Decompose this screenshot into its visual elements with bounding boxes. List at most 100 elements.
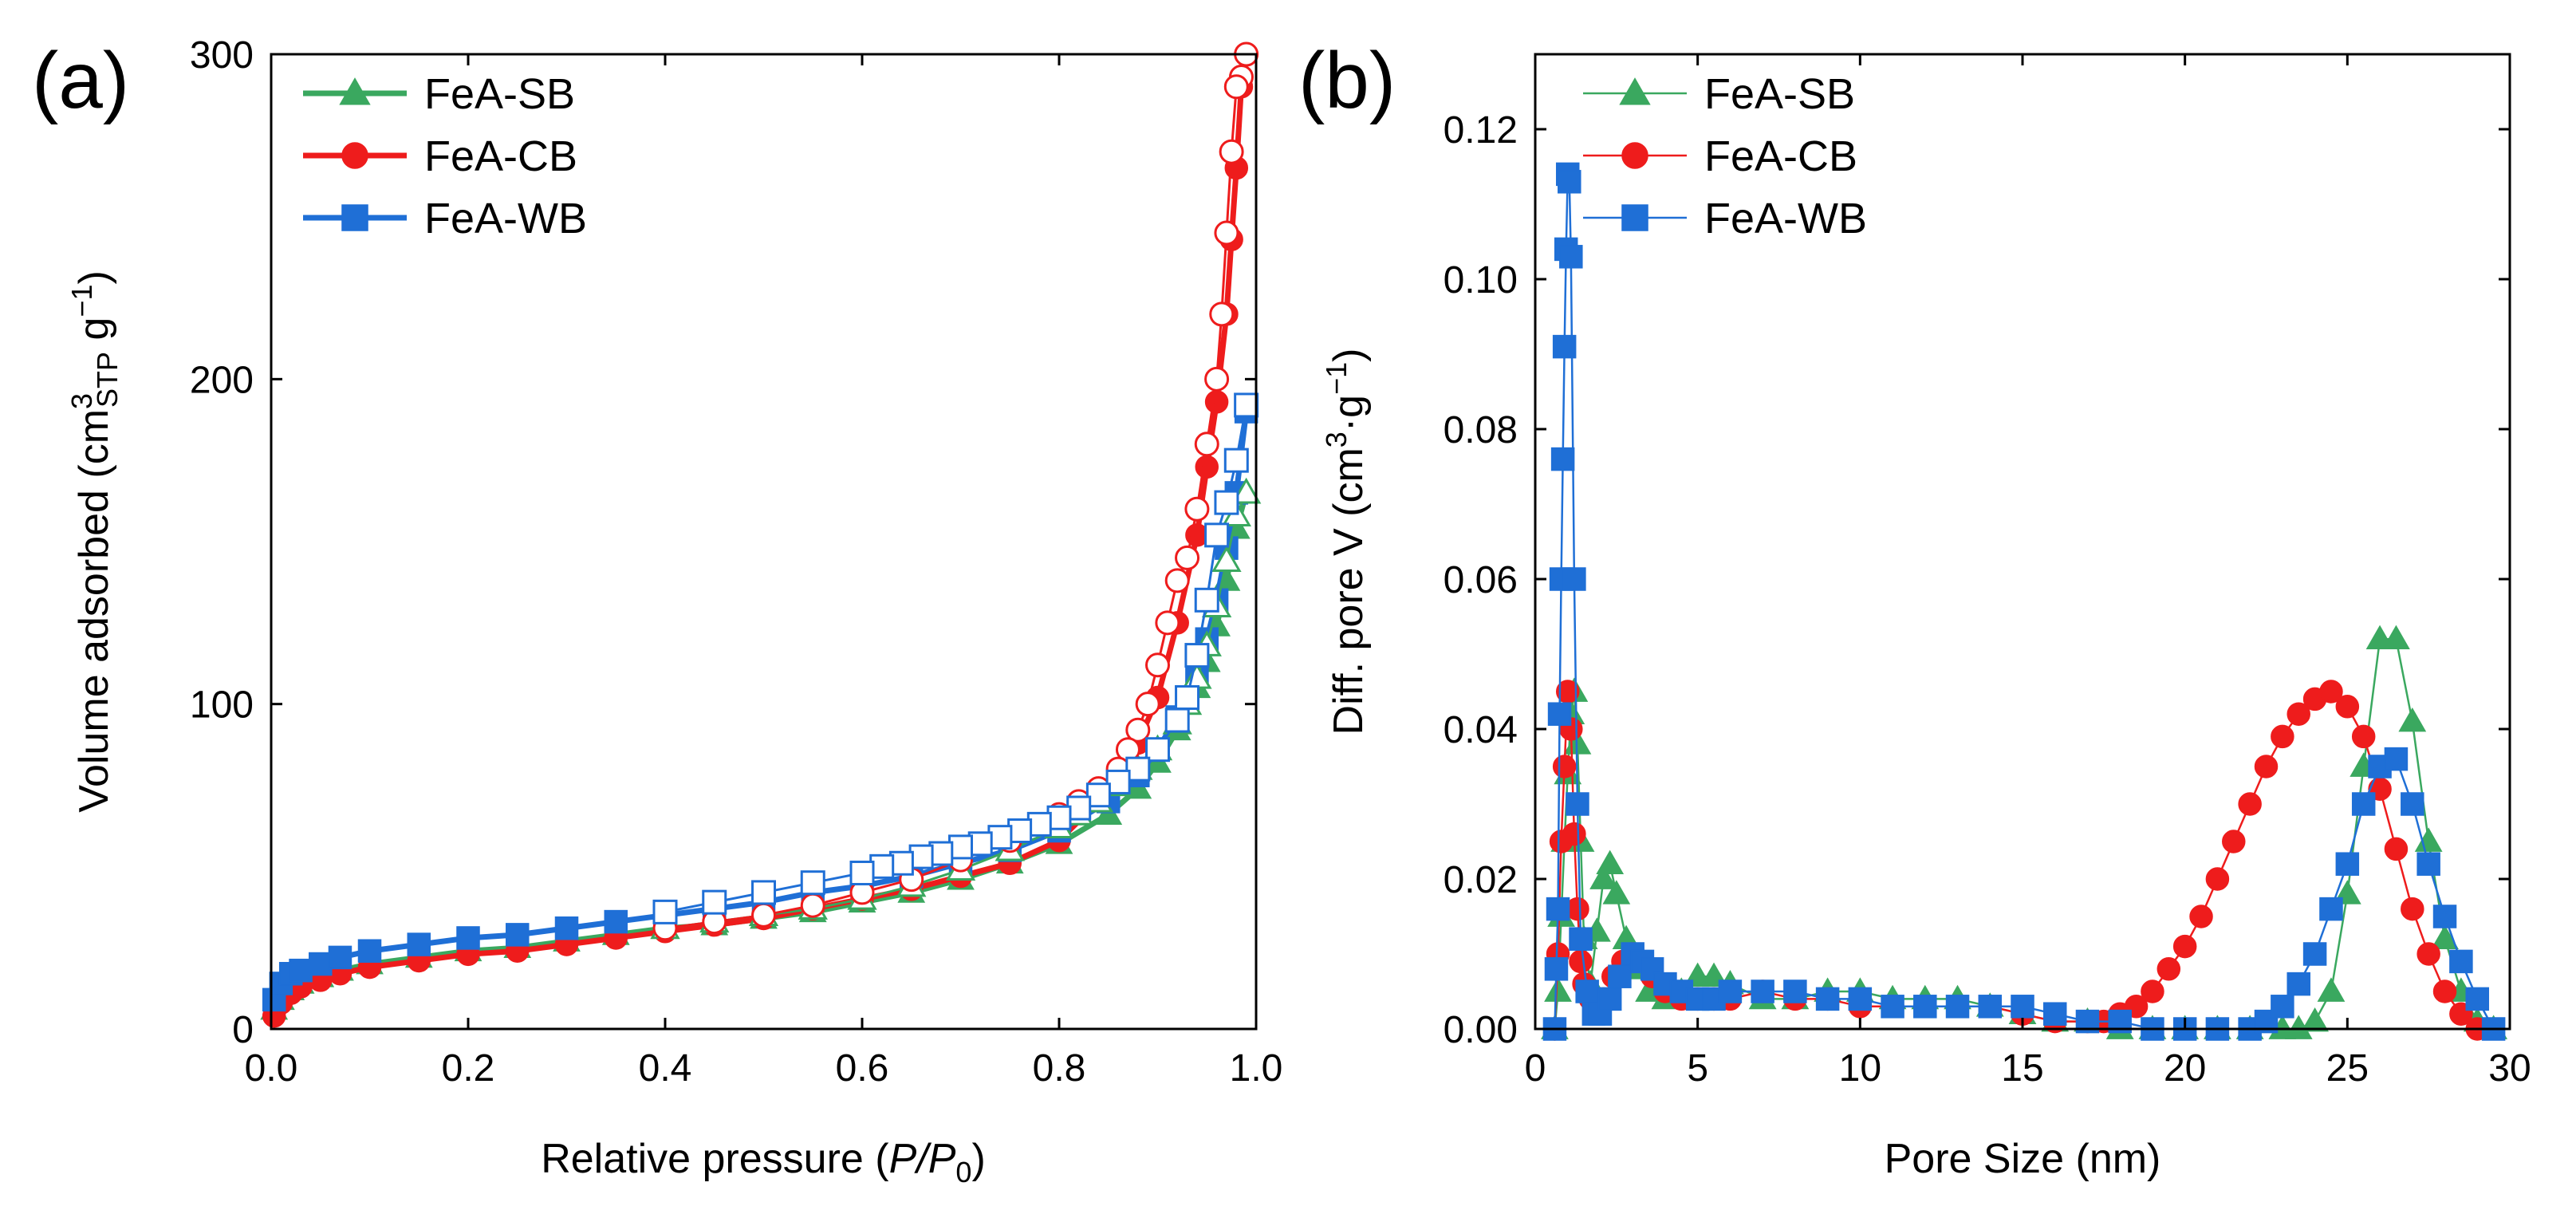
panel-b-point-fea-cb <box>2141 979 2164 1003</box>
panel-b-plot-data <box>1541 162 2508 1041</box>
panel-a: (a) 0.0 0.2 0.4 0.6 0.8 1.0 0 100 200 300 Relativ… <box>32 34 1282 1188</box>
panel-a-desorption-point-fea-wb <box>702 889 727 915</box>
panel-a-adsorption-line-fea-cb <box>271 53 1250 1018</box>
panel-a-desorption-point-fea-cb <box>1184 496 1210 522</box>
panel-b-point-fea-wb <box>1562 567 1586 591</box>
panel-b-point-fea-wb <box>2449 949 2473 974</box>
panel-b-point-fea-cb <box>2335 695 2360 719</box>
panel-b-point-fea-wb <box>2286 972 2310 996</box>
panel-b-y-tick-label: 0.02 <box>1444 859 1518 901</box>
panel-a-ticks: 0.0 0.2 0.4 0.6 0.8 1.0 0 100 200 300 <box>190 34 1282 1090</box>
panel-b-y-tick-label: 0.00 <box>1444 1009 1518 1051</box>
panel-a-adsorption-point-fea-wb <box>456 926 480 950</box>
panel-b-x-tick-label: 0 <box>1525 1047 1546 1090</box>
panel-a-desorption-point-fea-wb <box>1175 685 1200 711</box>
panel-b-point-fea-wb <box>1597 987 1622 1011</box>
panel-b-point-fea-sb <box>2301 1007 2329 1032</box>
panel-a-desorption-point-fea-cb <box>1155 610 1180 636</box>
panel-b-point-fea-wb <box>1945 995 1970 1019</box>
panel-b-point-fea-cb <box>2401 897 2424 921</box>
panel-a-y-axis-title: Volume adsorbed (cm3STP g−1) <box>65 270 124 813</box>
panel-b-point-fea-wb <box>1881 995 1904 1019</box>
panel-b-point-fea-wb <box>2432 905 2457 928</box>
panel-a-desorption-point-fea-cb <box>1204 366 1230 392</box>
panel-b-point-fea-wb <box>2384 747 2409 771</box>
panel-b-point-fea-wb <box>1978 995 2003 1019</box>
panel-b-point-fea-wb <box>1815 987 1840 1011</box>
panel-a-desorption-point-fea-wb <box>849 860 875 885</box>
panel-a-adsorption-point-fea-wb <box>554 916 579 940</box>
panel-b-point-fea-wb <box>2401 792 2424 816</box>
panel-a-desorption-point-fea-wb <box>652 899 678 924</box>
panel-b-point-fea-wb <box>2416 852 2440 876</box>
panel-b-y-tick-label: 0.08 <box>1444 409 1518 451</box>
panel-b-point-fea-wb <box>1783 979 1807 1003</box>
panel-b-point-fea-cb <box>2254 755 2279 778</box>
panel-b-point-fea-sb <box>1544 977 1572 1002</box>
panel-b-point-fea-wb <box>2335 852 2360 876</box>
panel-b-point-fea-wb <box>1547 702 1572 726</box>
panel-b-point-fea-cb <box>2416 942 2440 966</box>
panel-a-desorption-point-fea-wb <box>1214 490 1239 515</box>
panel-a-desorption-point-fea-cb <box>1194 432 1219 457</box>
panel-b-point-fea-cb <box>2271 724 2294 749</box>
panel-a-legend-label-fea-sb: FeA-SB <box>424 70 575 118</box>
panel-b-point-fea-cb <box>2238 792 2262 816</box>
panel-a-x-tick-label: 0.2 <box>442 1047 495 1090</box>
panel-a-adsorption-point-fea-wb <box>328 945 353 970</box>
panel-a-desorption-point-fea-wb <box>800 870 825 896</box>
panel-b-point-fea-cb <box>1569 949 1593 974</box>
panel-b-point-fea-wb <box>2042 1002 2067 1026</box>
panel-a-legend-marker-fea-wb <box>341 204 368 231</box>
panel-b-legend-label-fea-sb: FeA-SB <box>1704 70 1855 118</box>
panel-a-desorption-point-fea-sb <box>1231 477 1262 504</box>
panel-a-adsorption-point-fea-wb <box>604 909 628 934</box>
panel-b-point-fea-wb <box>1552 334 1577 359</box>
panel-b-point-fea-wb <box>1569 927 1593 951</box>
panel-b-y-tick-label: 0.12 <box>1444 109 1518 152</box>
panel-b-label: (b) <box>1298 36 1396 125</box>
panel-b-point-fea-cb <box>2157 957 2181 981</box>
panel-a-desorption-point-fea-wb <box>751 880 776 905</box>
panel-b-point-fea-cb <box>2384 837 2409 861</box>
panel-b-point-fea-wb <box>1751 979 1774 1003</box>
panel-b-x-tick-label: 30 <box>2488 1047 2531 1090</box>
panel-b-point-fea-wb <box>1558 170 1581 194</box>
panel-a-desorption-point-fea-sb <box>1211 546 1242 573</box>
panel-a-x-tick-label: 0.4 <box>639 1047 692 1090</box>
panel-b-plot-frame <box>1534 53 2511 1031</box>
panel-b-point-fea-cb <box>2286 702 2310 726</box>
panel-b-point-fea-wb <box>1559 245 1583 269</box>
panel-b-point-fea-cb <box>2432 979 2457 1003</box>
panel-a-desorption-point-fea-wb <box>1164 708 1190 733</box>
panel-a-x-tick-label: 1.0 <box>1230 1047 1283 1090</box>
panel-b-point-fea-wb <box>1566 792 1589 816</box>
panel-b-point-fea-cb <box>2222 830 2246 853</box>
panel-a-desorption-point-fea-cb <box>1135 692 1160 717</box>
panel-a-y-tick-label: 100 <box>190 684 254 727</box>
panel-a-x-axis-title: Relative pressure (P/P0) <box>541 1136 986 1188</box>
panel-a-y-tick-label: 0 <box>232 1009 254 1051</box>
panel-b-point-fea-sb <box>1589 865 1617 889</box>
panel-b-point-fea-wb <box>2271 995 2294 1019</box>
panel-a-adsorption-point-fea-wb <box>506 923 530 947</box>
panel-b-point-fea-wb <box>1913 995 1937 1019</box>
panel-b-x-tick-label: 5 <box>1687 1047 1708 1090</box>
panel-a-legend: FeA-SB FeA-CB FeA-WB <box>303 70 587 242</box>
panel-b-point-fea-sb <box>1596 849 1625 875</box>
panel-a-y-tick-label: 300 <box>190 34 254 77</box>
panel-b-ticks: 0 5 10 15 20 25 30 0.00 0.02 0.04 0.06 0.08 0.10 0.12 <box>1444 54 2531 1090</box>
panel-b-point-fea-wb <box>2011 995 2034 1019</box>
panel-b-point-fea-wb <box>2319 897 2343 921</box>
panel-a-desorption-point-fea-cb <box>1175 545 1200 570</box>
panel-a-desorption-point-fea-cb <box>1125 717 1151 743</box>
panel-b-point-fea-wb <box>2302 942 2327 966</box>
panel-b-y-tick-label: 0.06 <box>1444 559 1518 601</box>
panel-a-legend-marker-fea-cb <box>341 142 368 169</box>
panel-a-desorption-point-fea-cb <box>751 902 776 928</box>
panel-b-line-fea-wb <box>1554 174 2495 1031</box>
panel-a-plot-data <box>260 41 1262 1028</box>
panel-a-desorption-point-fea-cb <box>1145 652 1170 678</box>
panel-b-point-fea-cb <box>2205 867 2230 891</box>
